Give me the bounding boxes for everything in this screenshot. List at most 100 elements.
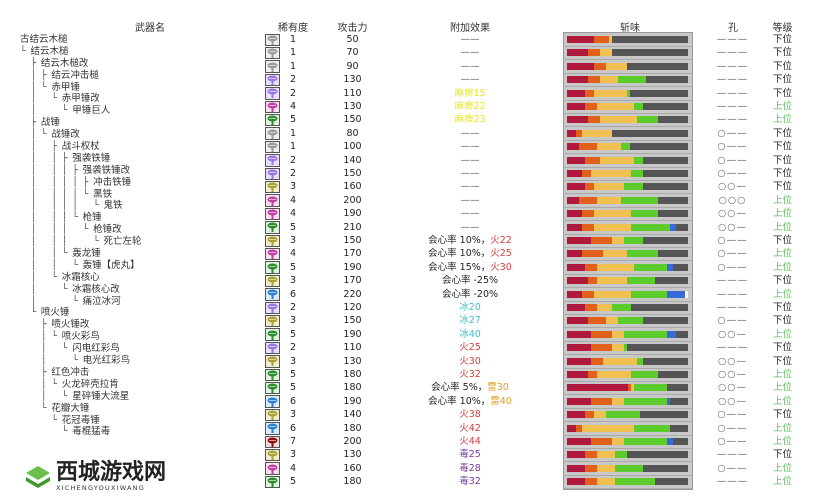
table-row[interactable]: 5 180 毒32 ——— 上位 [0,475,823,490]
tree-item[interactable]: │ │ │ │ └ 黑铁 [20,189,260,201]
rarity-hammer-icon [265,435,280,448]
tree-item[interactable]: └ 毒棍猛毒 [20,426,260,438]
tree-item[interactable]: └ 喷火锤 [20,307,260,319]
table-row[interactable]: 5 180 会心率 5%，雷30 ○○— 上位 [0,381,823,396]
sharpness-bar [567,478,688,486]
tree-item[interactable]: ├ 结云木槌改 [20,58,260,70]
tree-item[interactable]: ├ 战锤 [20,117,260,129]
effect-none: —— [460,74,480,86]
table-row[interactable]: 7 200 火44 ○—— 上位 [0,435,823,449]
tree-item[interactable]: │ └ 喷火彩鸟 [20,331,260,343]
sharpness-divider [563,113,693,114]
rarity-hammer-icon [265,154,280,167]
table-row[interactable]: 1 80 —— ○—— 下位 [0,127,823,141]
table-row[interactable]: 5 190 会心率 15%，火30 ○—— 上位 [0,261,823,275]
tree-item[interactable]: │ │ └ 轰锤【虎丸】 [20,260,260,272]
header-attack: 攻击力 [337,23,368,34]
tree-item[interactable]: ├ 喷火锤改 [20,319,260,331]
table-row[interactable]: 2 110 麻痹15 ——— 下位 [0,87,823,101]
sharpness-segment [594,290,631,298]
sharpness-segment [591,357,604,365]
table-row[interactable]: 5 210 —— ○○— 上位 [0,221,823,235]
table-row[interactable]: 3 150 冰27 ○—— 下位 [0,314,823,329]
table-row[interactable]: 2 150 —— ○—— 下位 [0,167,823,181]
table-row[interactable]: 3 130 毒25 ——— 下位 [0,448,823,463]
tree-item[interactable]: │ └ 冰霜核心改 [20,284,260,296]
tree-item[interactable]: └ 结云木槌 [20,46,260,58]
tree-item[interactable]: │ │ │ ├ 强袭铁锤改 [20,165,260,177]
tree-item[interactable]: │ └ 赤甲锤改 [20,93,260,105]
table-row[interactable]: 6 190 会心率 10%，雷40 ○○— 上位 [0,395,823,409]
slots-value: ○○— [717,208,748,220]
tree-item[interactable]: │ ├ 战斗权杖 [20,141,260,153]
sharpness-segment [600,49,613,57]
sharpness-segment [612,438,625,445]
table-row[interactable]: 3 160 —— ○○— 下位 [0,180,823,195]
sharpness-segment [600,156,634,164]
rarity-hammer-icon [265,261,280,274]
table-row[interactable]: 4 170 会心率 10%，火25 ○—— 上位 [0,247,823,262]
table-row[interactable]: 6 180 火42 ○—— 上位 [0,422,823,436]
tree-branch: │ └ [20,355,83,367]
sharpness-segment [606,411,640,419]
table-row[interactable]: 5 180 火32 ○○— 上位 [0,368,823,382]
weapon-name: 喷火锤改 [51,319,90,331]
effect-none: —— [460,47,480,59]
tree-item[interactable]: │ ├ 结云冲击槌 [20,70,260,82]
table-row[interactable]: 5 190 冰40 ○○— 上位 [0,328,823,342]
slots-value: ○—— [717,422,748,434]
tree-item[interactable]: 古结云木槌 [20,34,260,46]
tree-item[interactable]: │ │ └ 轰龙锤 [20,248,260,260]
tree-branch: │ │ │ └ [20,224,94,236]
table-row[interactable]: 1 100 —— ○—— 下位 [0,140,823,155]
table-row[interactable]: 3 140 火38 ○—— 下位 [0,408,823,423]
tree-item[interactable]: ├ 红色冲击 [20,367,260,379]
tree-item[interactable]: │ └ 火龙碎壳拉肯 [20,379,260,391]
tree-item[interactable]: │ └ 痛泣冰河 [20,296,260,308]
tree-item[interactable]: │ └ 战锤改 [20,129,260,141]
sharpness-bar [567,76,688,84]
sharpness-segment [597,304,613,311]
table-row[interactable]: 2 120 冰20 ——— 下位 [0,301,823,315]
rank-value: 上位 [772,395,792,407]
tree-item[interactable]: └ 花冠毒锤 [20,415,260,427]
sharpness-segment [618,76,646,84]
table-row[interactable]: 6 220 会心率 -20% ——— 上位 [0,288,823,302]
rank-value: 上位 [772,369,792,380]
table-row[interactable]: 3 170 会心率 -25% ——— 下位 [0,274,823,289]
sharpness-segment [615,464,643,472]
sharpness-bar [567,451,688,459]
effect-none: —— [460,154,480,166]
slots-value: ——— [716,114,749,126]
tree-item[interactable]: │ └ 闪电红彩鸟 [20,343,260,355]
weapon-name: 战锤 [40,117,60,129]
table-row[interactable]: 3 150 会心率 10%，火22 ○—— 下位 [0,234,823,248]
table-row[interactable]: 2 130 —— ——— 下位 [0,73,823,88]
table-row[interactable]: 5 150 麻痹23 ——— 上位 [0,113,823,128]
tree-item[interactable]: │ │ ├ 强袭铁锤 [20,153,260,165]
table-row[interactable]: 4 160 毒28 ○—— 上位 [0,462,823,476]
table-row[interactable]: 1 90 —— ——— 下位 [0,60,823,74]
table-row[interactable]: 4 130 麻痹22 ——— 上位 [0,100,823,114]
tree-item[interactable]: │ └ 电光红彩鸟 [20,355,260,367]
header-weapon-name: 武器名 [135,23,165,34]
table-row[interactable]: 4 190 —— ○○— 上位 [0,207,823,222]
tree-item[interactable]: │ └ 甲锤巨人 [20,105,260,117]
tree-item[interactable]: │ │ │ └ 死亡左轮 [20,236,260,248]
table-row[interactable]: 4 200 —— ○○○ 上位 [0,194,823,208]
table-row[interactable]: 1 50 —— ——— 下位 [0,33,823,47]
tree-item[interactable]: │ │ │ │ ├ 冲击铁锤 [20,177,260,189]
tree-branch: ├ [20,57,41,69]
tree-item[interactable]: │ │ │ └ 枪锤 [20,212,260,224]
table-row[interactable]: 2 110 火25 ——— 下位 [0,341,823,356]
tree-item[interactable]: │ └ 星碎锤大流星 [20,391,260,403]
tree-item[interactable]: │ │ │ └ 枪锤改 [20,224,260,236]
table-row[interactable]: 3 130 火30 ○○— 下位 [0,355,823,369]
table-row[interactable]: 2 140 —— ○—— 下位 [0,154,823,168]
tree-item[interactable]: │ │ │ │ └ 鬼铁 [20,200,260,212]
tree-item[interactable]: │ └ 赤甲锤 [20,82,260,94]
sharpness-segment [585,263,598,271]
tree-item[interactable]: └ 花瓣大锤 [20,403,260,415]
tree-item[interactable]: │ └ 冰霜核心 [20,272,260,284]
table-row[interactable]: 1 70 —— ——— 下位 [0,46,823,61]
